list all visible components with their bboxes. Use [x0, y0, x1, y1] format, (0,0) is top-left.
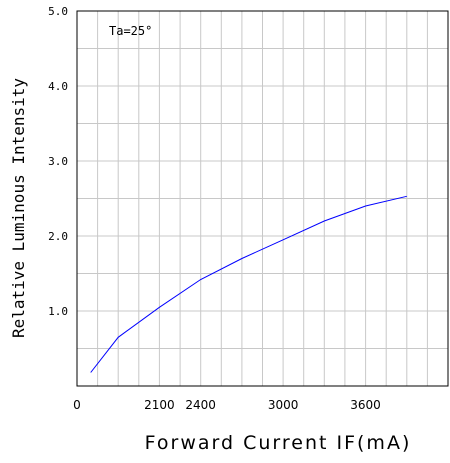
series-line	[90, 195, 407, 373]
x-tick-label: 3000	[268, 398, 299, 412]
annotation-label: Ta=25°	[109, 24, 152, 38]
y-tick-label: 5.0	[48, 5, 68, 18]
x-tick-label: 2400	[185, 398, 216, 412]
x-axis-title: Forward Current IF(mA)	[145, 432, 412, 454]
y-tick-label: 3.0	[48, 155, 68, 168]
y-tick-label: 4.0	[48, 80, 68, 93]
y-axis-title: Relative Luminous Intensity	[9, 78, 28, 338]
x-tick-label: 3600	[350, 398, 381, 412]
x-tick-label: 0	[73, 398, 81, 412]
y-tick-label: 2.0	[48, 230, 68, 243]
series	[90, 195, 407, 373]
y-tick-label: 1.0	[48, 305, 68, 318]
tick-labels: 1.0 2.0 3.0 4.0 5.0 0 2100 2400 3000 3600	[48, 5, 381, 412]
grid	[77, 11, 448, 386]
x-tick-label: 2100	[144, 398, 175, 412]
plot-frame	[76, 10, 449, 387]
